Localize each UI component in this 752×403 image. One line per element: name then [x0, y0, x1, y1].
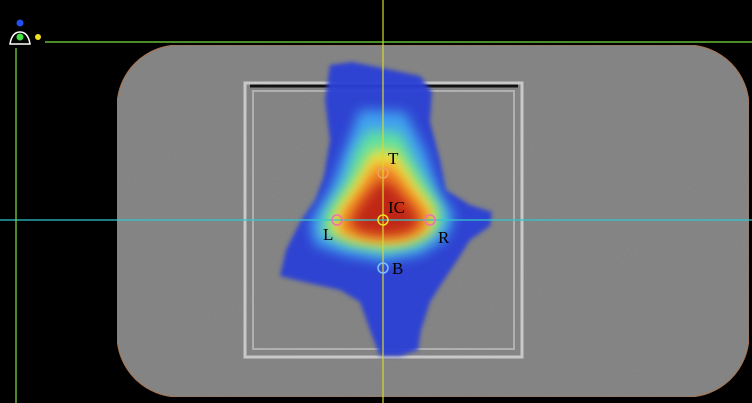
marker-label: IC: [388, 198, 405, 217]
marker-label: L: [323, 225, 333, 244]
marker-label: R: [438, 228, 450, 247]
ct-view: T IC L R B: [0, 0, 752, 403]
marker-label: B: [392, 259, 403, 278]
page: T IC L R B (() => { const data = JSON.pa…: [0, 0, 752, 403]
marker-label: T: [388, 149, 399, 168]
